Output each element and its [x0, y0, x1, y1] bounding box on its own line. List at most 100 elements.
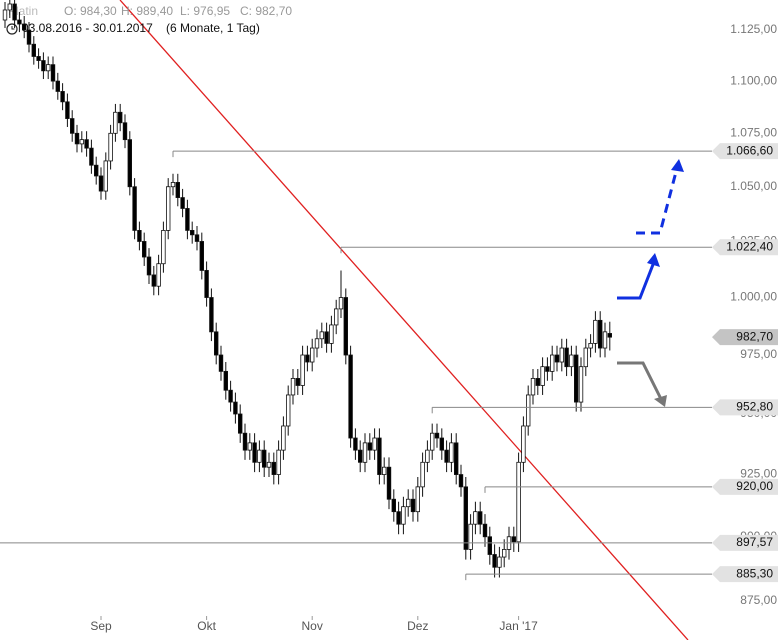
candle-body [65, 101, 70, 119]
candle-body [218, 354, 224, 372]
clock-icon [6, 23, 18, 35]
candle-body [170, 182, 176, 188]
candle-body [588, 343, 593, 349]
candle-body [31, 43, 36, 57]
candle-body [127, 139, 132, 188]
candle-body [578, 366, 584, 403]
candle-body [26, 29, 32, 45]
candle-body [137, 230, 142, 242]
candle-body [449, 442, 454, 463]
candle-body [396, 511, 401, 525]
candle-body [405, 498, 411, 508]
level-label-box [712, 399, 778, 416]
trend-line [119, 0, 689, 640]
candle-body [300, 354, 305, 386]
candle-body [146, 256, 152, 276]
candle-body [338, 297, 344, 310]
candle-body [473, 511, 478, 525]
level-label: 920,00 [736, 479, 773, 493]
candle-body [223, 370, 228, 391]
y-tick-label: 1.050,00 [730, 179, 777, 193]
candle-body [415, 486, 420, 513]
candle-body [391, 498, 396, 513]
level-label-box [712, 239, 778, 256]
candle-body [55, 80, 60, 92]
last-price-label: 982,70 [736, 329, 773, 343]
y-tick-label: 1.075,00 [730, 125, 777, 139]
candle-body [319, 331, 324, 340]
y-tick-label: 975,00 [740, 347, 777, 361]
candle-body [17, 19, 22, 25]
candle-body [189, 230, 195, 236]
candle-body [482, 523, 488, 538]
header-open: O: 984,30 [64, 4, 117, 18]
candle-body [516, 461, 521, 543]
candle-body [357, 449, 363, 463]
candle-body [180, 197, 185, 209]
candle-body [74, 132, 80, 145]
candle-body [559, 347, 564, 363]
candle-body [453, 442, 459, 475]
candle-body [118, 111, 123, 124]
candle-body [213, 331, 219, 356]
candle-body [199, 241, 204, 271]
candle-body [314, 338, 320, 349]
level-label: 897,57 [736, 535, 773, 549]
arrow-up [617, 261, 656, 300]
header-low: L: 976,95 [180, 4, 230, 18]
candle-body [261, 449, 267, 468]
candle-body [535, 378, 540, 386]
candle-body [209, 297, 214, 333]
candle-body [353, 437, 358, 451]
candle-body [511, 536, 516, 543]
candle-body [12, 3, 17, 21]
candle-body [2, 9, 8, 21]
candle-body [108, 132, 113, 162]
candle-body [401, 506, 406, 525]
candle-body [281, 425, 286, 451]
candle-body [141, 241, 147, 258]
level-label: 1.066,60 [726, 143, 773, 157]
candle-body [175, 182, 180, 198]
arrow-head [654, 395, 667, 407]
candle-body [41, 60, 46, 72]
clock-hand [11, 26, 15, 30]
candle-body [386, 466, 392, 500]
candle-body [84, 139, 89, 149]
candle-body [60, 91, 65, 103]
candle-body [252, 442, 257, 463]
x-tick-label: Dez [407, 619, 428, 633]
candle-body [156, 263, 161, 287]
candle-body [420, 461, 425, 488]
x-tick-label: Nov [302, 619, 323, 633]
header: Platin O: 984,30 H: 989,40 L: 976,95 C: … [6, 4, 292, 35]
candle-body [598, 319, 603, 349]
candle-body [98, 175, 104, 192]
x-tick-label: Sep [90, 619, 112, 633]
candle-body [381, 466, 387, 475]
candle-body [290, 378, 296, 396]
candle-body [305, 354, 310, 363]
candle-body [343, 297, 348, 356]
candle-body [425, 449, 430, 463]
last-price-label-box [712, 329, 778, 346]
candle-body [492, 554, 497, 568]
candle-body [70, 118, 75, 134]
level-label-box [712, 143, 778, 160]
header-high: H: 989,40 [121, 4, 173, 18]
candle-body [333, 308, 339, 326]
candle-body [463, 486, 468, 550]
candle-body [521, 425, 526, 463]
candle-body [185, 208, 190, 231]
candle-body [574, 354, 579, 403]
header-close: C: 982,70 [240, 4, 292, 18]
candle-body [151, 274, 156, 287]
candle-body [550, 354, 555, 372]
candle-body [554, 354, 560, 363]
arrow-down [617, 361, 663, 400]
candle-body [329, 324, 334, 344]
candle-body [362, 442, 368, 463]
y-tick-label: 1.100,00 [730, 73, 777, 87]
candle-body [348, 354, 353, 439]
